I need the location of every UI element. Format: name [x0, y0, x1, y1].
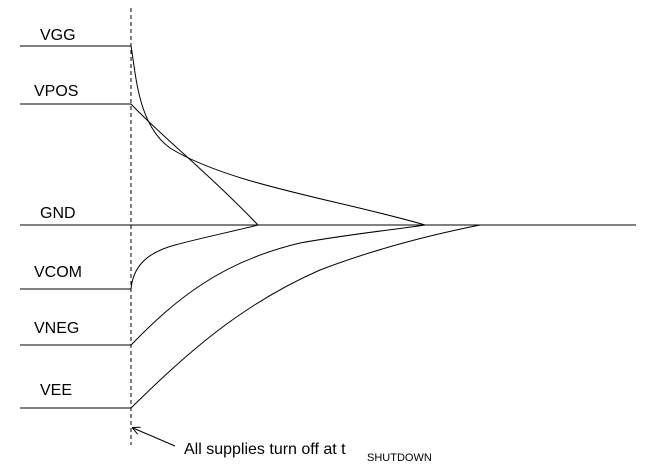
- annotation-arrow: [133, 428, 176, 447]
- vneg-waveform: [20, 224, 426, 346]
- label-vcom: VCOM: [34, 264, 82, 281]
- label-vee: VEE: [40, 382, 72, 399]
- vcom-waveform: [20, 224, 259, 290]
- annotation-main: All supplies turn off at t: [184, 441, 346, 458]
- label-vneg: VNEG: [34, 320, 79, 337]
- annotation-text: All supplies turn off at t: [184, 441, 346, 458]
- vgg-waveform: [20, 45, 426, 226]
- label-vgg: VGG: [40, 27, 76, 44]
- vee-waveform: [20, 224, 481, 409]
- vpos-waveform: [20, 103, 259, 226]
- label-gnd: GND: [40, 205, 76, 222]
- annotation-subscript: SHUTDOWN: [367, 452, 432, 464]
- label-vpos: VPOS: [34, 83, 78, 100]
